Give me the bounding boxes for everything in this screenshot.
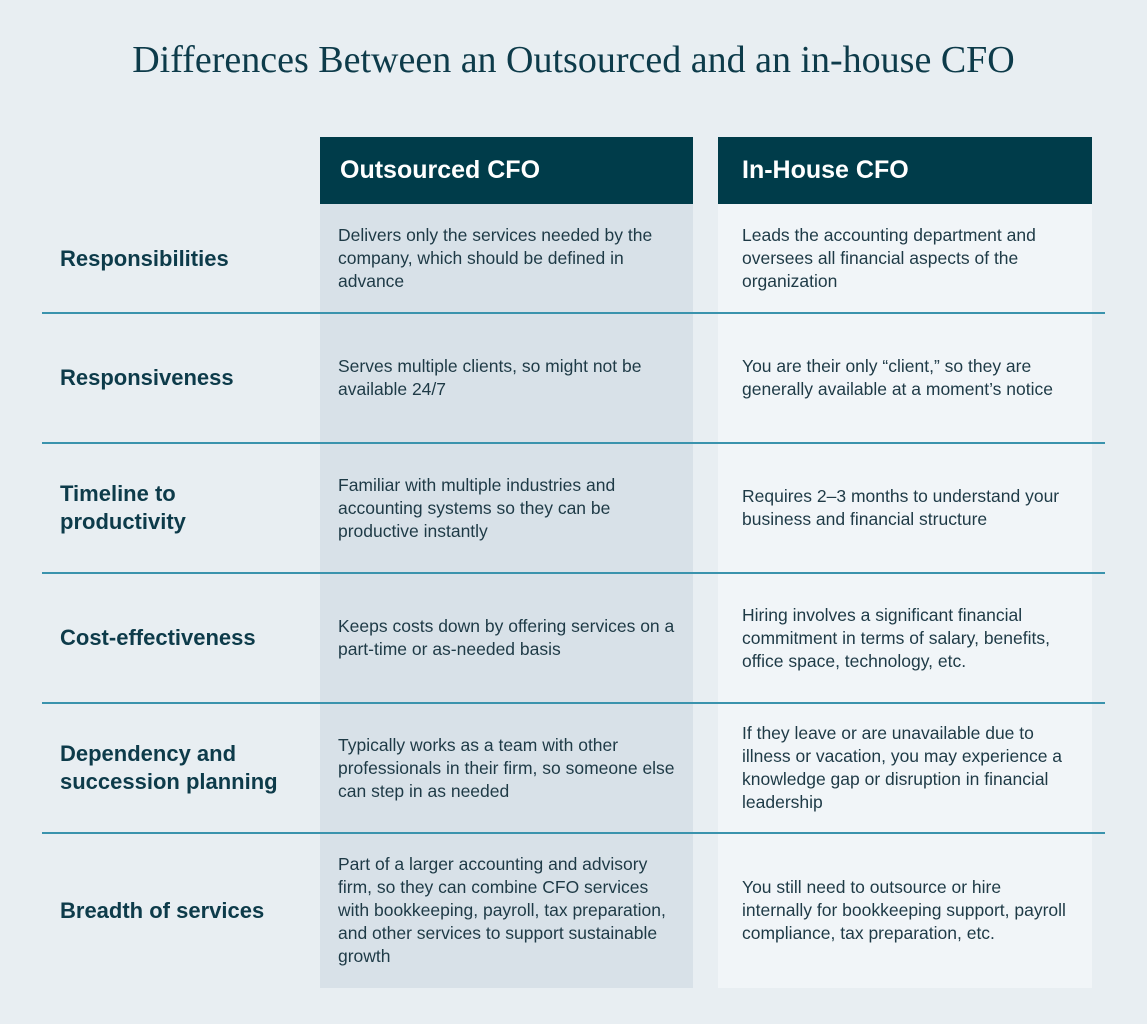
cell: You still need to outsource or hire inte… bbox=[742, 877, 1066, 943]
row-label: Cost-effectiveness bbox=[60, 625, 256, 650]
title: Differences Between an Outsourced and an… bbox=[132, 39, 1015, 81]
column-background bbox=[320, 204, 693, 988]
cell: Typically works as a team with other pro… bbox=[338, 734, 675, 801]
row-label: Responsiveness bbox=[60, 365, 234, 390]
cell: Requires 2–3 months to understand your b… bbox=[742, 486, 1060, 529]
row-label: Breadth of services bbox=[60, 897, 265, 923]
column-header: Outsourced CFO bbox=[320, 137, 693, 204]
row-separator bbox=[42, 572, 1105, 574]
cell: Leads the accounting department and over… bbox=[742, 225, 1036, 291]
row-label: Timeline to productivity bbox=[60, 481, 186, 534]
cell: Keeps costs down by offering services on… bbox=[338, 616, 675, 659]
column-background bbox=[718, 204, 1092, 988]
row-label: Responsibilities bbox=[60, 245, 229, 271]
row-separator bbox=[42, 442, 1105, 444]
row-separator bbox=[42, 702, 1105, 704]
cell: Familiar with multiple industries and ac… bbox=[338, 474, 616, 541]
row-separator bbox=[42, 312, 1105, 314]
cell: If they leave or are unavailable due to … bbox=[742, 723, 1063, 812]
cell: Serves multiple clients, so might not be… bbox=[338, 356, 642, 399]
cell: You are their only “client,” so they are… bbox=[742, 356, 1053, 399]
cell: Hiring involves a significant financial … bbox=[742, 604, 1050, 671]
row-label: Dependency and succession planning bbox=[60, 741, 278, 794]
cell: Delivers only the services needed by the… bbox=[338, 225, 653, 291]
row-separator bbox=[42, 832, 1105, 834]
column-header: In-House CFO bbox=[718, 137, 1092, 204]
cell: Part of a larger accounting and advisory… bbox=[338, 854, 666, 966]
